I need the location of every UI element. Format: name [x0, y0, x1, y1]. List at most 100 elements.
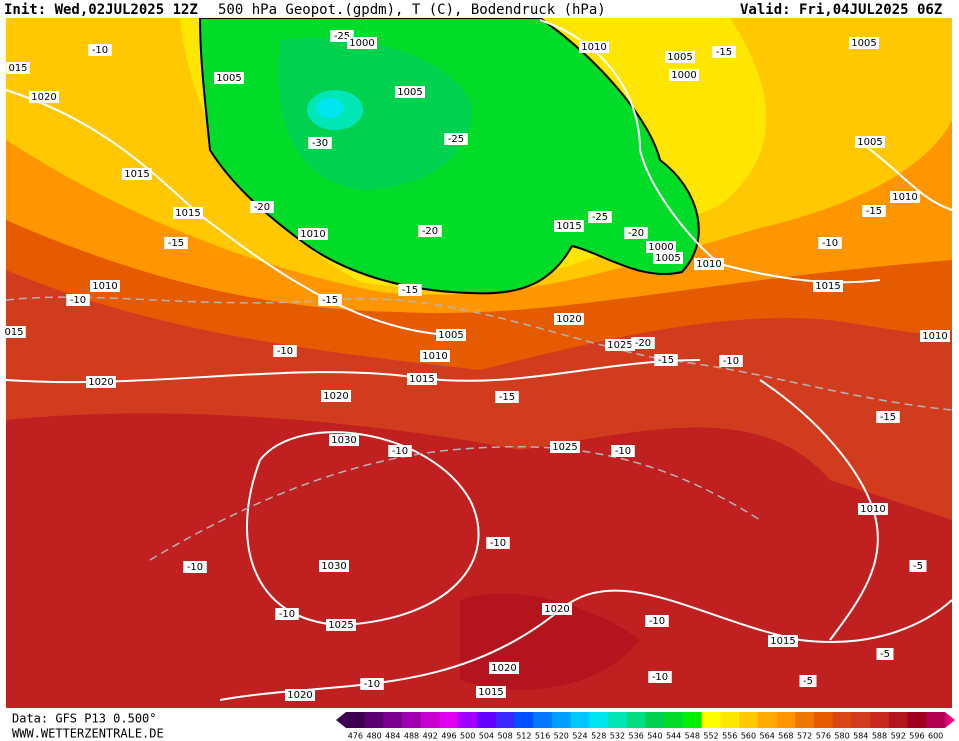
colorbar-swatch [720, 712, 740, 728]
label-box [88, 44, 112, 56]
label-box [712, 46, 736, 58]
map-label: 1015 [556, 221, 581, 232]
valid-text: Valid: Fri,04JUL2025 06Z [740, 2, 942, 18]
map-label: 1010 [581, 42, 606, 53]
label-box [909, 560, 927, 572]
label-box [890, 191, 920, 203]
colorbar-swatch [757, 712, 777, 728]
map-label: -30 [312, 138, 328, 149]
map-label: 1020 [491, 663, 516, 674]
colorbar-label: 584 [853, 732, 868, 741]
label-box [319, 560, 349, 572]
colorbar-swatch [514, 712, 534, 728]
map-label: 1005 [655, 253, 680, 264]
colorbar-swatch [439, 712, 459, 728]
map-label: 1020 [556, 314, 581, 325]
colorbar-label: 544 [666, 732, 681, 741]
colorbar-swatch [533, 712, 553, 728]
map-label: 1010 [860, 504, 885, 515]
label-box [436, 329, 466, 341]
colorbar-label: 524 [572, 732, 587, 741]
band-528 [316, 98, 344, 118]
colorbar-swatch [383, 712, 403, 728]
label-box [579, 41, 609, 53]
isobar [539, 19, 881, 284]
colorbar-swatch [608, 712, 628, 728]
colorbar-label: 600 [928, 732, 943, 741]
label-box [542, 603, 572, 615]
map-label: -10 [652, 672, 668, 683]
colorbar-label: 588 [872, 732, 887, 741]
label-box [876, 648, 894, 660]
label-box [554, 313, 584, 325]
label-box [862, 205, 886, 217]
colorbar-swatch [551, 712, 571, 728]
map-label: 1005 [397, 87, 422, 98]
colorbar-label: 560 [741, 732, 756, 741]
map-label: 1020 [88, 377, 113, 388]
label-box [6, 62, 30, 74]
colorbar-label: 484 [385, 732, 400, 741]
colorbar-over [945, 712, 955, 728]
label-box [669, 69, 699, 81]
map-label: 1025 [607, 340, 632, 351]
map-label: 1000 [349, 38, 374, 49]
colorbar: 476 480 484 488 492 496 500 504 508 512 516 520 524 5… [346, 712, 946, 741]
colorbar-label: 572 [797, 732, 812, 741]
colorbar-label: 564 [760, 732, 775, 741]
colorbar-label: 576 [816, 732, 831, 741]
source-text: Data: GFS P13 0.500° [12, 712, 157, 726]
map-label: -15 [402, 285, 418, 296]
label-box [407, 373, 437, 385]
map-label: 015 [4, 327, 23, 338]
map-label: 1015 [409, 374, 434, 385]
colorbar-swatch [795, 712, 815, 728]
colorbar-swatch [682, 712, 702, 728]
colorbar-label: 532 [610, 732, 625, 741]
colorbar-label: 520 [554, 732, 569, 741]
map-label: 1005 [851, 38, 876, 49]
map-label: 1010 [92, 281, 117, 292]
map-label: -10 [649, 616, 665, 627]
map-label: 1030 [331, 435, 356, 446]
isobar [246, 431, 480, 627]
map-label: 1030 [321, 561, 346, 572]
colorbar-label: 480 [366, 732, 381, 741]
warm-area [6, 413, 952, 708]
label-box [347, 37, 377, 49]
isobar [5, 359, 701, 384]
label-box [388, 445, 412, 457]
map-label: -10 [277, 346, 293, 357]
label-box [876, 411, 900, 423]
label-box [495, 391, 519, 403]
label-box [588, 211, 612, 223]
label-box [550, 441, 580, 453]
map-label: 015 [8, 63, 27, 74]
map-label: -10 [92, 45, 108, 56]
map-label: 1015 [815, 281, 840, 292]
colorbar-swatch [420, 712, 440, 728]
label-box [486, 537, 510, 549]
colorbar-label: 512 [516, 732, 531, 741]
colorbar-swatch [458, 712, 478, 728]
label-box [122, 168, 152, 180]
colorbar-label: 528 [591, 732, 606, 741]
colorbar-swatch [739, 712, 759, 728]
colorbar-swatch [402, 712, 422, 728]
label-box [308, 137, 332, 149]
colorbar-label: 556 [722, 732, 737, 741]
label-box [855, 136, 885, 148]
colorbar-swatch [907, 712, 927, 728]
colorbar-swatch [626, 712, 646, 728]
label-box [273, 345, 297, 357]
label-box [813, 280, 843, 292]
label-box [858, 503, 888, 515]
map-label: -10 [364, 679, 380, 690]
colorbar-label: 516 [535, 732, 550, 741]
label-box [653, 252, 683, 264]
label-box [29, 91, 59, 103]
map-label: -25 [334, 31, 350, 42]
label-box [318, 294, 342, 306]
colorbar-label: 500 [460, 732, 475, 741]
